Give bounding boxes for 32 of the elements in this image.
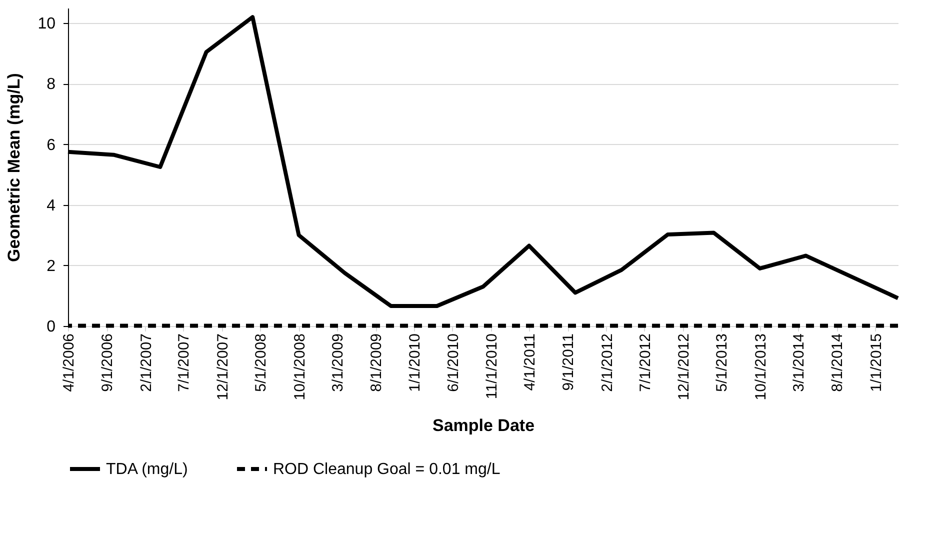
x-tick-label: 8/1/2009 bbox=[368, 334, 386, 392]
legend-label: TDA (mg/L) bbox=[106, 461, 188, 478]
x-tick-label: 5/1/2013 bbox=[714, 334, 731, 392]
x-tick-label: 3/1/2009 bbox=[329, 334, 346, 392]
x-tick-label: 12/1/2012 bbox=[676, 334, 693, 400]
x-tick-label: 8/1/2014 bbox=[829, 334, 846, 392]
x-tick-label: 1/1/2010 bbox=[406, 334, 424, 392]
x-tick-label: 9/1/2006 bbox=[99, 334, 116, 392]
y-tick-label: 10 bbox=[38, 16, 56, 33]
x-tick-label: 9/1/2011 bbox=[560, 334, 578, 391]
y-axis-title: Geometric Mean (mg/L) bbox=[4, 73, 24, 262]
x-tick-label: 4/1/2011 bbox=[522, 334, 539, 391]
x-tick-label: 1/1/2015 bbox=[868, 334, 885, 392]
y-tick-label: 8 bbox=[46, 76, 56, 94]
y-tick-label: 4 bbox=[46, 197, 56, 214]
x-tick-label: 12/1/2007 bbox=[214, 334, 232, 400]
x-tick-label: 2/1/2012 bbox=[598, 334, 616, 392]
x-tick-label: 2/1/2007 bbox=[138, 334, 155, 392]
x-tick-label: 10/1/2013 bbox=[752, 334, 770, 400]
x-axis-title: Sample Date bbox=[432, 416, 535, 436]
y-tick-label: 6 bbox=[46, 136, 56, 154]
legend-label: ROD Cleanup Goal = 0.01 mg/L bbox=[273, 461, 500, 478]
x-tick-label: 10/1/2008 bbox=[291, 334, 308, 400]
x-tick-label: 11/1/2010 bbox=[483, 334, 500, 400]
x-tick-label: 7/1/2012 bbox=[636, 334, 654, 392]
y-tick-label: 0 bbox=[46, 318, 56, 336]
y-tick-label: 2 bbox=[46, 258, 56, 275]
x-tick-label: 5/1/2008 bbox=[252, 334, 270, 392]
x-tick-label: 7/1/2007 bbox=[176, 334, 193, 392]
x-tick-label: 6/1/2010 bbox=[444, 334, 462, 392]
x-tick-label: 4/1/2006 bbox=[60, 334, 78, 392]
x-tick-label: 3/1/2014 bbox=[790, 334, 808, 392]
